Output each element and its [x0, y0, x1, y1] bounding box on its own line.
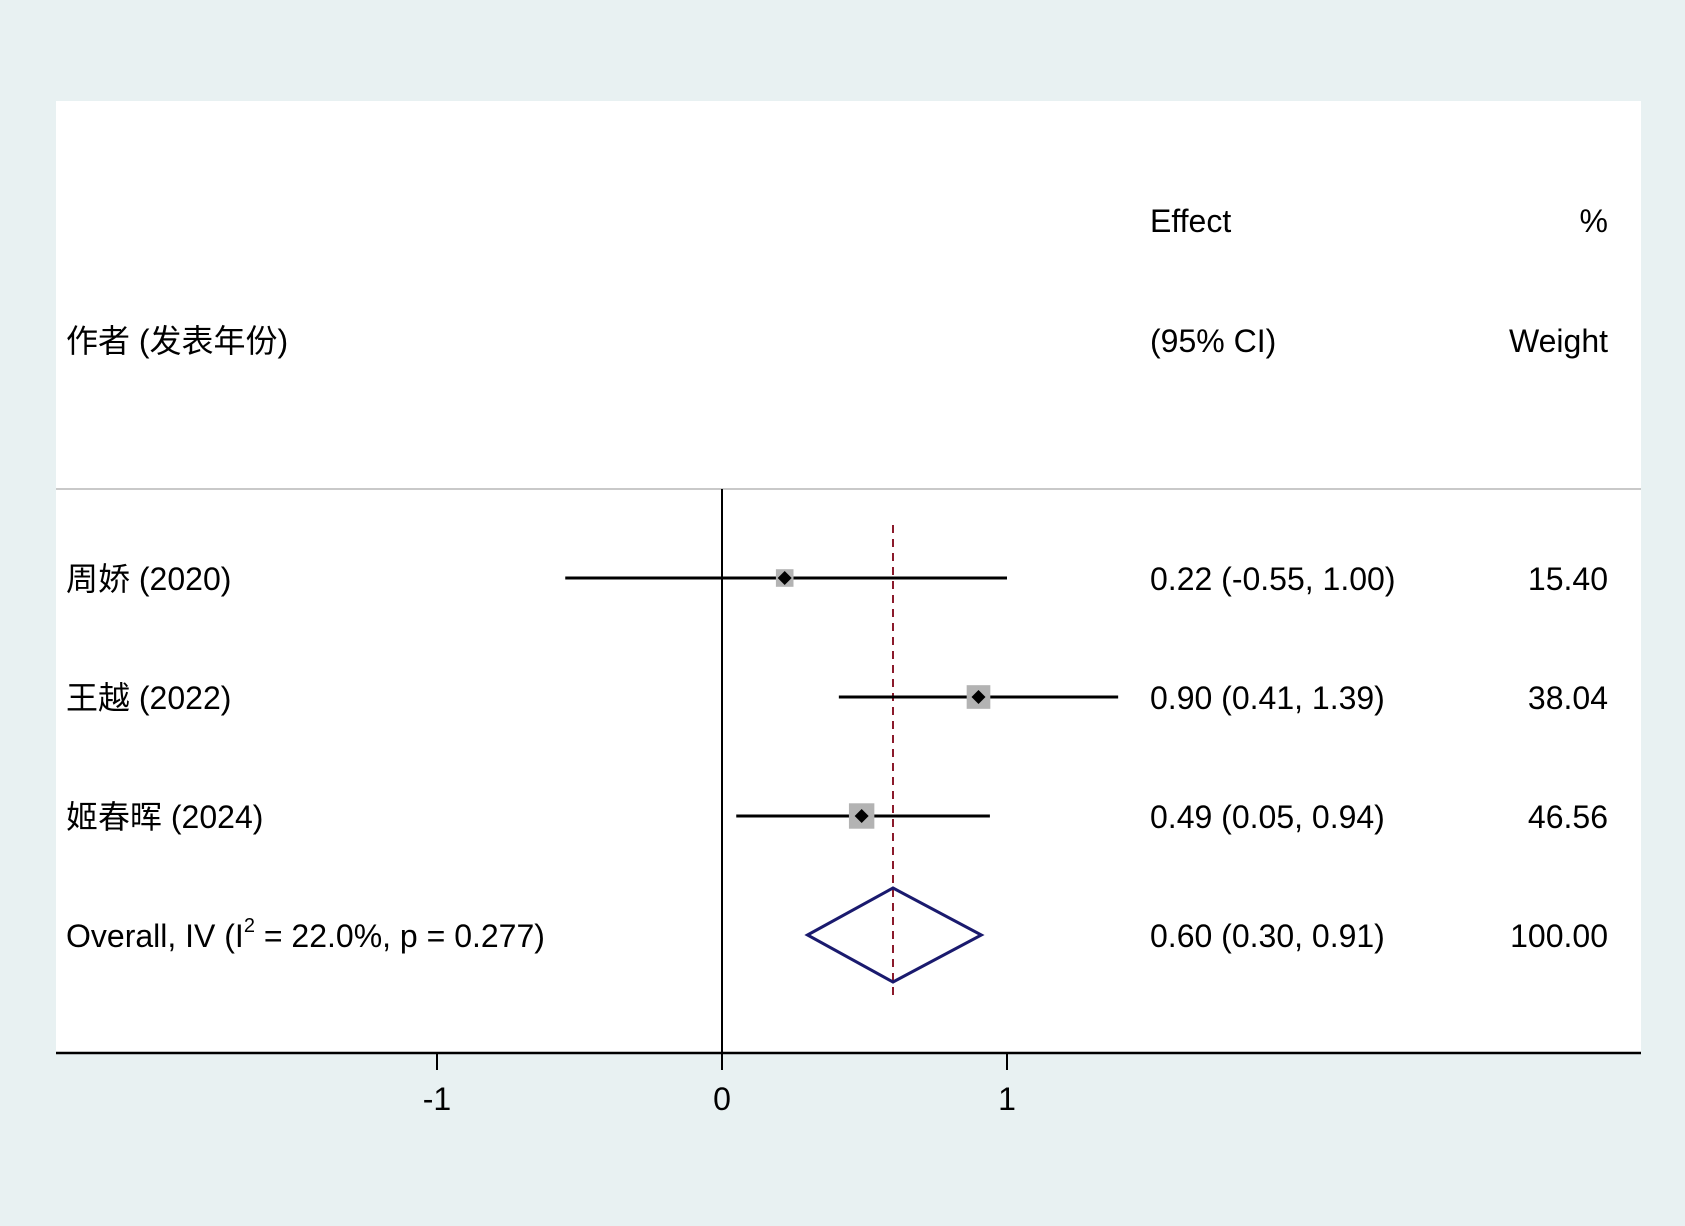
overall-label-sup: 2: [244, 915, 255, 937]
study-header: 作者 (发表年份): [66, 323, 288, 359]
study-ci-text: 0.22 (-0.55, 1.00): [1150, 561, 1395, 597]
study-label: 周娇 (2020): [66, 561, 231, 597]
x-ticks: -1 0 1: [423, 1053, 1016, 1117]
study-row: 周娇 (2020) 0.22 (-0.55, 1.00) 15.40: [66, 561, 1608, 597]
study-row: 姬春晖 (2024) 0.49 (0.05, 0.94) 46.56: [66, 799, 1608, 835]
overall-label-prefix: Overall, IV (I: [66, 918, 244, 954]
point-estimate: [854, 809, 869, 823]
effect-header-line2: (95% CI): [1150, 323, 1276, 359]
overall-label-suffix: = 22.0%, p = 0.277): [255, 918, 545, 954]
weight-header-line1: %: [1580, 203, 1608, 239]
study-ci-text: 0.49 (0.05, 0.94): [1150, 799, 1385, 835]
point-estimate: [777, 571, 792, 585]
study-weight-text: 15.40: [1528, 561, 1608, 597]
x-tick-label: 0: [713, 1081, 731, 1117]
study-ci-text: 0.90 (0.41, 1.39): [1150, 680, 1385, 716]
study-row: 王越 (2022) 0.90 (0.41, 1.39) 38.04: [66, 680, 1608, 716]
point-estimate: [971, 690, 986, 704]
x-tick-label: -1: [423, 1081, 451, 1117]
study-label: 王越 (2022): [66, 680, 231, 716]
overall-weight-text: 100.00: [1510, 918, 1608, 954]
x-tick-label: 1: [998, 1081, 1016, 1117]
overall-diamond: [804, 886, 985, 984]
study-label: 姬春晖 (2024): [66, 799, 263, 835]
study-weight-text: 46.56: [1528, 799, 1608, 835]
overall-label: Overall, IV (I2 = 22.0%, p = 0.277): [66, 915, 545, 954]
weight-header-line2: Weight: [1509, 323, 1608, 359]
effect-header-line1: Effect: [1150, 203, 1231, 239]
study-weight-text: 38.04: [1528, 680, 1608, 716]
study-rows: 周娇 (2020) 0.22 (-0.55, 1.00) 15.40 王越 (2022…: [66, 561, 1608, 835]
overall-ci-text: 0.60 (0.30, 0.91): [1150, 918, 1385, 954]
